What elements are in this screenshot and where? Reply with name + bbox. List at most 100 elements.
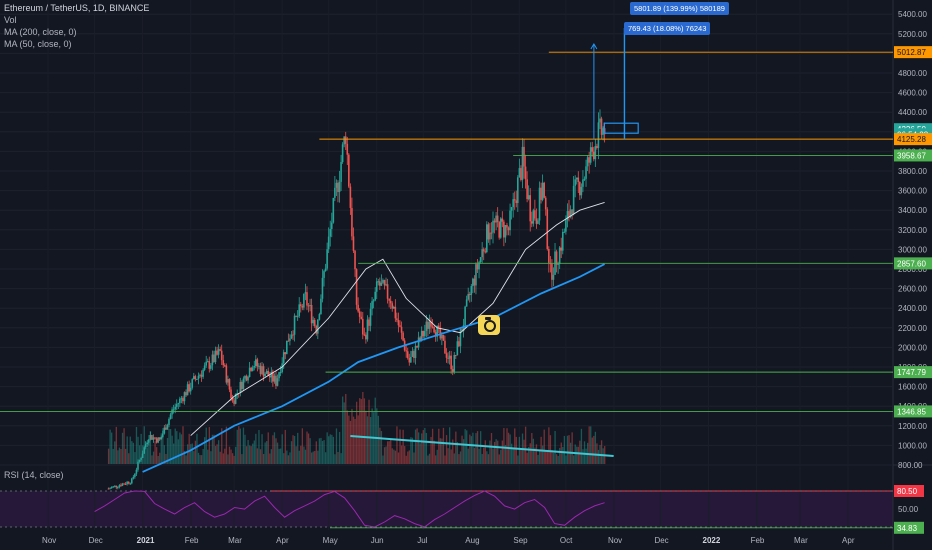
candle-body (341, 144, 344, 163)
candle-body (272, 371, 274, 382)
candle-body (574, 179, 576, 186)
candle-body (242, 378, 245, 390)
candle-body (515, 200, 518, 203)
candle-body (481, 249, 483, 258)
candle-body (320, 298, 322, 315)
candle-body (234, 393, 237, 404)
candle-body (470, 286, 473, 295)
candle-body (419, 337, 421, 341)
volume-bar (186, 444, 189, 464)
candle-body (461, 329, 463, 332)
candle-body (228, 379, 231, 390)
volume-bar (213, 434, 215, 464)
volume-bar (146, 448, 148, 464)
candle-body (210, 365, 212, 369)
candle-body (503, 221, 505, 238)
volume-bar (476, 431, 479, 464)
rsi-axis-value-label (894, 485, 924, 497)
volume-bar (235, 446, 237, 464)
volume-bar (444, 455, 446, 464)
volume-indicator-label[interactable]: Vol (4, 15, 17, 25)
volume-bar (579, 440, 581, 464)
candle-body (286, 340, 288, 355)
volume-bar (230, 449, 232, 464)
volume-bar (473, 447, 476, 464)
candle-body (255, 359, 257, 367)
volume-bar (155, 447, 158, 464)
candle-body (304, 292, 307, 294)
candle-body (214, 350, 217, 363)
volume-bar (151, 455, 153, 464)
candle-body (313, 319, 316, 326)
volume-bar (314, 451, 316, 464)
y-tick-label: 4800.00 (898, 69, 927, 78)
volume-bar (464, 429, 466, 464)
volume-bar (211, 434, 214, 464)
candle-body (248, 367, 251, 378)
volume-bar (182, 426, 184, 464)
candle-body (253, 366, 256, 368)
candle-body (194, 376, 197, 380)
candle-body (117, 487, 119, 489)
symbol-title[interactable]: Ethereum / TetherUS, 1D, BINANCE (4, 3, 150, 13)
candle-body (427, 321, 429, 329)
camera-icon[interactable] (478, 315, 500, 335)
candle-body (219, 349, 221, 351)
candle-body (121, 483, 124, 486)
volume-bar (377, 415, 379, 464)
candle-body (306, 292, 308, 306)
candle-body (298, 304, 301, 317)
volume-bar (435, 455, 437, 464)
ma200-line (142, 263, 606, 473)
volume-bar (480, 431, 482, 464)
candle-body (301, 305, 304, 308)
price-axis-label (894, 366, 932, 379)
volume-bar (284, 429, 286, 464)
volume-bar (501, 440, 504, 464)
candle-body (484, 251, 487, 253)
rsi-indicator-label[interactable]: RSI (14, close) (4, 470, 64, 480)
candle-body (600, 118, 603, 135)
volume-bar (123, 428, 125, 464)
volume-bar (317, 450, 319, 464)
candle-body (292, 334, 294, 336)
candle-body (132, 476, 135, 479)
rsi-axis-value-label (894, 521, 924, 534)
x-tick-label: Nov (608, 536, 622, 545)
volume-bar (200, 455, 203, 464)
volume-bar (514, 428, 516, 464)
volume-bar (185, 455, 187, 464)
volume-bar (154, 441, 156, 464)
volume-bar (576, 446, 578, 464)
ma200-indicator-label[interactable]: MA (200, close, 0) (4, 27, 77, 37)
candle-body (284, 352, 287, 355)
candle-body (492, 220, 494, 233)
candle-body (535, 218, 538, 224)
volume-bar (349, 420, 352, 464)
candle-body (561, 232, 564, 251)
volume-bar (585, 448, 587, 464)
volume-bar (523, 439, 525, 464)
volume-bar (560, 442, 562, 464)
volume-bar (227, 454, 229, 464)
candle-body (259, 365, 262, 374)
volume-bar (427, 455, 429, 464)
candle-body (451, 369, 454, 372)
candle-body (155, 438, 158, 443)
candle-body (375, 281, 378, 292)
ma50-indicator-label[interactable]: MA (50, close, 0) (4, 39, 72, 49)
volume-bar (199, 455, 201, 464)
x-tick-label: Oct (560, 536, 573, 545)
candle-body (326, 249, 328, 269)
price-axis-label (894, 257, 932, 270)
candle-body (192, 376, 195, 380)
candle-body (548, 249, 550, 264)
y-tick-label: 800.00 (898, 461, 923, 470)
x-tick-label: Sep (513, 536, 528, 545)
volume-bar (259, 449, 262, 464)
candle-body (552, 274, 555, 280)
candle-body (458, 341, 460, 347)
volume-bar (520, 447, 522, 464)
volume-bar (309, 438, 311, 464)
